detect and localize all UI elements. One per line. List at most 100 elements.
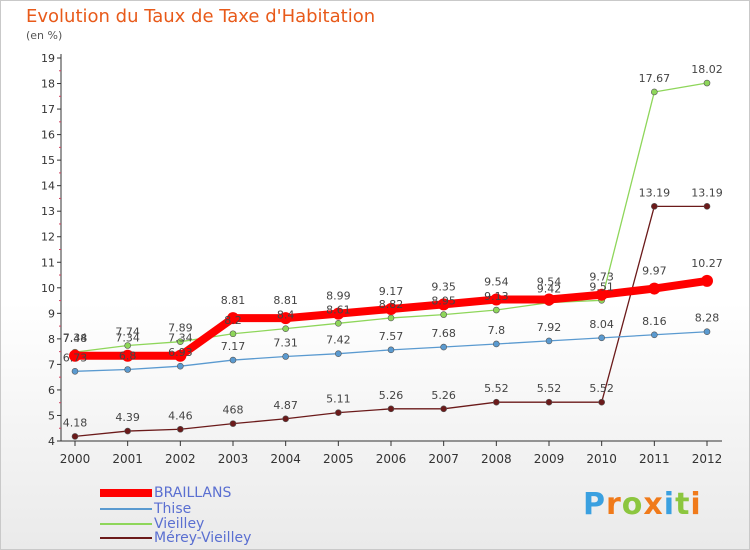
x-tick-label: 2012 — [692, 452, 723, 466]
data-point — [651, 331, 658, 339]
data-label: 4.87 — [273, 399, 298, 412]
legend-label: Thise — [154, 501, 192, 517]
logo-letter: x — [643, 487, 664, 522]
data-point — [174, 349, 187, 362]
data-point — [282, 415, 289, 423]
y-tick-label: 5 — [48, 409, 55, 422]
y-tick-label: 18 — [41, 78, 55, 91]
legend-swatch — [100, 537, 152, 539]
data-label: 4.46 — [168, 409, 193, 422]
data-point — [282, 325, 289, 332]
data-label: 8.4 — [277, 309, 295, 322]
data-point — [177, 425, 184, 433]
data-label: 9.13 — [484, 290, 509, 303]
logo-letter: P — [583, 487, 606, 522]
data-label: 8.95 — [431, 295, 456, 308]
data-point — [385, 302, 397, 315]
data-point — [545, 337, 553, 345]
data-label: 9.42 — [537, 283, 562, 296]
x-tick-label: 2003 — [218, 452, 249, 466]
data-label: 9.54 — [484, 276, 509, 289]
data-label: 7.92 — [537, 321, 562, 334]
data-point — [229, 356, 237, 364]
data-label: 5.52 — [484, 382, 509, 395]
data-point — [69, 349, 81, 362]
y-tick-label: 13 — [41, 205, 55, 218]
y-tick-label: 17 — [41, 103, 55, 116]
data-label: 6.73 — [63, 351, 88, 364]
x-tick-label: 2001 — [112, 452, 143, 466]
data-point — [493, 340, 500, 348]
data-label: 468 — [223, 404, 244, 417]
data-label: 4.18 — [63, 416, 88, 429]
data-point — [335, 409, 342, 416]
legend-label: BRAILLANS — [154, 485, 232, 501]
data-point — [493, 398, 500, 406]
series-lines — [69, 79, 713, 440]
data-label: 7.89 — [168, 322, 193, 335]
data-label: 8.04 — [589, 318, 614, 331]
data-label: 8.81 — [273, 294, 298, 307]
legend-swatch — [100, 489, 152, 497]
x-tick-label: 2000 — [60, 452, 91, 466]
data-point — [598, 398, 605, 406]
legend-label: Mérey-Vieilley — [154, 530, 252, 546]
data-point — [282, 353, 289, 360]
data-label: 7.31 — [273, 336, 298, 349]
chart-title: Evolution du Taux de Taxe d'Habitation — [26, 6, 376, 27]
data-label: 13.19 — [691, 186, 723, 199]
x-tick-label: 2006 — [376, 452, 407, 466]
data-point — [598, 334, 605, 342]
x-tick-label: 2010 — [586, 452, 617, 466]
data-point — [71, 367, 79, 375]
data-label: 9.73 — [589, 271, 614, 284]
data-point — [124, 427, 131, 435]
data-point — [71, 433, 79, 440]
data-label: 5.52 — [537, 382, 562, 395]
data-label: 7.68 — [431, 327, 456, 340]
axes: 4 5 6 7 8 9 10 11 12 13 14 15 16 17 18 19 2000 2001 2002 20… — [41, 52, 722, 466]
proxiti-logo: Proxiti — [583, 487, 702, 522]
data-label: 5.26 — [379, 389, 404, 402]
y-tick-label: 6 — [48, 384, 55, 397]
x-tick-label: 2007 — [428, 452, 459, 466]
data-label: 4.39 — [115, 411, 140, 424]
y-tick-label: 8 — [48, 333, 55, 346]
data-point — [703, 79, 711, 87]
data-point — [648, 282, 661, 295]
data-point — [440, 405, 447, 413]
data-point — [335, 350, 342, 357]
data-point — [440, 311, 447, 318]
data-label: 9.54 — [537, 276, 562, 289]
data-point — [651, 88, 658, 96]
data-point — [490, 293, 503, 306]
logo-letter: t — [675, 487, 691, 522]
legend-swatch — [100, 523, 152, 525]
x-tick-label: 2008 — [481, 452, 512, 466]
data-label: 7.42 — [326, 334, 351, 347]
x-tick-label: 2004 — [270, 452, 301, 466]
data-label: 6.8 — [119, 350, 137, 363]
legend-label: Vieilley — [154, 516, 205, 532]
data-point — [545, 398, 553, 406]
data-label: 7.8 — [488, 324, 506, 337]
data-label: 9.35 — [431, 280, 456, 293]
data-label: 8.28 — [695, 312, 720, 325]
data-point — [701, 274, 713, 287]
data-label: 13.19 — [639, 186, 671, 199]
y-tick-label: 16 — [41, 129, 55, 142]
data-point — [703, 328, 711, 336]
data-point — [229, 420, 237, 427]
logo-letter: r — [606, 487, 622, 522]
data-label: 6.93 — [168, 346, 193, 359]
data-label: 10.27 — [691, 257, 723, 270]
data-point — [387, 346, 395, 354]
y-tick-label: 15 — [41, 154, 55, 167]
data-point — [335, 319, 342, 327]
data-point — [229, 330, 237, 338]
data-labels: 7.34 7.34 7.34 8.81 8.81 8.99 9.17 9.35 9.54 9.54… — [63, 63, 723, 429]
data-point — [177, 338, 184, 345]
data-label: 5.52 — [589, 382, 614, 395]
